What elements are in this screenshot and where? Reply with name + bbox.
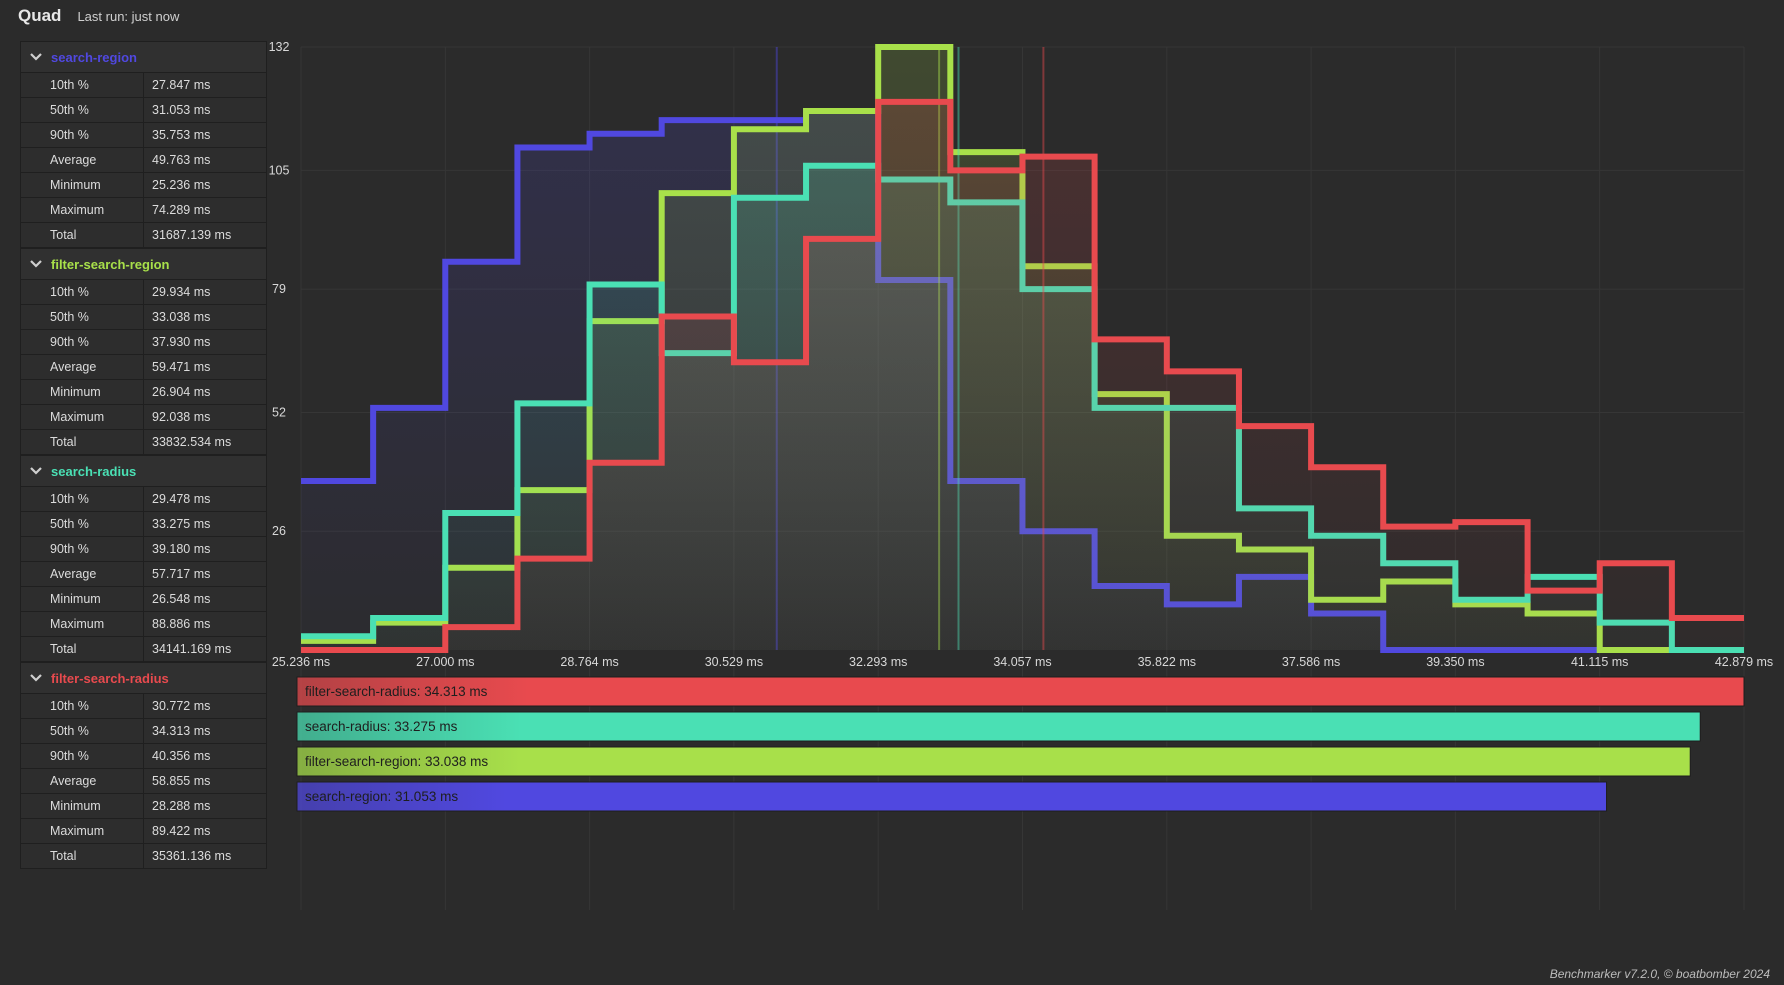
x-tick-label: 27.000 ms — [416, 655, 474, 669]
x-tick-label: 39.350 ms — [1426, 655, 1484, 669]
y-tick-label: 79 — [272, 282, 286, 296]
x-tick-label: 42.879 ms — [1715, 655, 1773, 669]
median-bar-search-region — [297, 782, 1607, 811]
x-tick-label: 34.057 ms — [993, 655, 1051, 669]
x-tick-label: 28.764 ms — [560, 655, 618, 669]
y-tick-label: 132 — [269, 40, 290, 54]
median-bar-search-radius — [297, 712, 1700, 741]
median-bar-label: search-region: 31.053 ms — [305, 789, 458, 804]
median-bar-filter-search-region — [297, 747, 1690, 776]
y-tick-label: 105 — [269, 163, 290, 177]
footer-credit: Benchmarker v7.2.0, © boatbomber 2024 — [1550, 967, 1770, 981]
median-bar-filter-search-radius — [297, 677, 1744, 706]
x-tick-label: 30.529 ms — [705, 655, 763, 669]
median-bar-label: search-radius: 33.275 ms — [305, 719, 458, 734]
x-tick-label: 37.586 ms — [1282, 655, 1340, 669]
y-tick-label: 52 — [272, 405, 286, 419]
x-tick-label: 25.236 ms — [272, 655, 330, 669]
x-tick-label: 41.115 ms — [1571, 655, 1628, 669]
median-bar-label: filter-search-radius: 34.313 ms — [305, 684, 488, 699]
x-tick-label: 35.822 ms — [1138, 655, 1196, 669]
median-bar-label: filter-search-region: 33.038 ms — [305, 754, 488, 769]
x-tick-label: 32.293 ms — [849, 655, 907, 669]
y-tick-label: 26 — [272, 524, 286, 538]
